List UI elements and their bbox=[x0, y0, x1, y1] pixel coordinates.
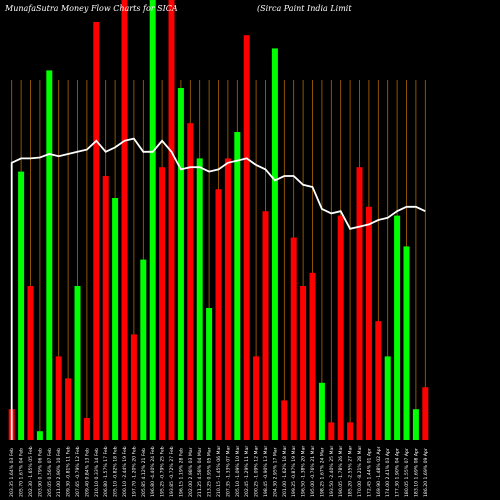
x-tick-label: 193.50 -2.40% 25 Mar bbox=[329, 446, 335, 497]
money-flow-bars bbox=[8, 0, 429, 441]
money-flow-bar bbox=[234, 132, 241, 440]
money-flow-bar bbox=[262, 211, 269, 440]
x-tick-label: 172.45 1.44% 01 Apr bbox=[366, 448, 372, 497]
x-tick-label: 195.25 -0.79% 25 Feb bbox=[160, 446, 166, 497]
x-tick-label: 210.10 0.33% 14 Feb bbox=[94, 448, 100, 497]
x-tick-label: 196.15 1.19% 28 Feb bbox=[178, 448, 184, 497]
money-flow-bar bbox=[102, 176, 109, 440]
x-tick-label: 211.00 2.90% 10 Feb bbox=[56, 448, 62, 497]
x-tick-label: 197.70 -1.20% 20 Feb bbox=[131, 446, 137, 497]
x-tick-label: 205.70 1.67% 04 Feb bbox=[19, 448, 25, 497]
money-flow-bar bbox=[36, 431, 43, 440]
money-flow-bar bbox=[74, 286, 81, 440]
x-tick-label: 204.30 2.95% 17 Mar bbox=[272, 447, 278, 497]
money-flow-bar bbox=[365, 206, 372, 440]
x-tick-label: 193.85 -0.72% 27 Feb bbox=[169, 446, 175, 497]
money-flow-bar bbox=[271, 48, 278, 441]
x-tick-label: 205.05 0.56% 07 Feb bbox=[47, 448, 53, 497]
money-flow-bar bbox=[347, 422, 354, 440]
x-tick-label: 203.35 1.64% 03 Feb bbox=[9, 448, 15, 497]
money-flow-bar bbox=[384, 356, 391, 440]
money-flow-bar bbox=[121, 0, 128, 440]
x-tick-label: 202.00 2.98% 03 Mar bbox=[188, 447, 194, 497]
x-tick-label: 185.20 -2.55% 27 Mar bbox=[348, 446, 354, 497]
money-flow-bar bbox=[215, 189, 222, 440]
x-tick-label: 183.10 1.69% 08 Apr bbox=[413, 448, 419, 497]
money-flow-bar bbox=[187, 123, 194, 440]
x-tick-label: 190.05 -1.78% 26 Mar bbox=[338, 446, 344, 497]
x-tick-label: 169.90 -1.48% 02 Apr bbox=[376, 446, 382, 497]
money-flow-bar bbox=[196, 158, 203, 440]
money-flow-bar bbox=[65, 378, 72, 440]
money-flow-bar bbox=[318, 382, 325, 440]
x-tick-label: 202.30 -1.65% 05 Feb bbox=[28, 446, 34, 497]
x-tick-label: 174.00 2.41% 03 Apr bbox=[385, 448, 391, 497]
x-tick-label: 180.05 1.55% 07 Apr bbox=[404, 448, 410, 497]
x-tick-label: 207.35 -1.33% 07 Mar bbox=[225, 446, 231, 497]
money-flow-bar bbox=[130, 334, 137, 440]
x-tick-label: 209.30 -0.81% 11 Feb bbox=[66, 446, 72, 497]
money-flow-bar bbox=[168, 0, 175, 440]
money-flow-bar bbox=[309, 272, 316, 440]
x-tick-label: 200.25 -1.09% 12 Mar bbox=[254, 446, 260, 497]
money-flow-bar bbox=[281, 400, 288, 440]
price-line bbox=[10, 137, 426, 440]
x-tick-label: 205.85 4.12% 21 Feb bbox=[141, 448, 147, 497]
money-flow-bar bbox=[206, 308, 213, 440]
money-flow-bar bbox=[18, 171, 25, 440]
chart-subtitle: (Sirca Paint India Limit bbox=[257, 4, 352, 13]
x-tick-label: 199.25 -0.87% 19 Mar bbox=[291, 446, 297, 497]
x-tick-label: 186.20 1.69% 09 Apr bbox=[423, 448, 429, 497]
x-tick-label: 211.25 4.58% 04 Mar bbox=[197, 447, 203, 497]
money-flow-bar bbox=[356, 167, 363, 440]
money-flow-bar bbox=[46, 70, 53, 441]
money-flow-bar bbox=[243, 35, 250, 440]
money-flow-bar bbox=[328, 422, 335, 440]
x-tick-label: 206.80 -1.57% 17 Feb bbox=[103, 446, 109, 497]
x-tick-label: 196.50 -1.38% 20 Mar bbox=[301, 446, 307, 497]
x-tick-label: 177.30 1.90% 04 Apr bbox=[395, 448, 401, 497]
x-tick-label: 200.10 -2.44% 19 Feb bbox=[122, 446, 128, 497]
money-flow-bar bbox=[403, 246, 410, 440]
chart-title: MunafaSutra Money Flow Charts for SICA bbox=[4, 4, 178, 13]
money-flow-bar bbox=[412, 409, 419, 440]
x-tick-label: 170.00 -8.21% 28 Mar bbox=[357, 446, 363, 497]
money-flow-bar bbox=[422, 387, 429, 440]
x-tick-label: 210.15 -1.45% 06 Mar bbox=[216, 446, 222, 497]
money-flow-bar bbox=[290, 237, 297, 440]
x-tick-label: 195.00 -0.76% 21 Mar bbox=[310, 446, 316, 497]
x-tick-label: 205.10 -1.09% 10 Mar bbox=[235, 446, 241, 497]
x-tick-label: 198.45 -0.90% 13 Mar bbox=[263, 446, 269, 497]
money-flow-bar bbox=[253, 356, 260, 440]
money-flow-bar bbox=[177, 88, 184, 440]
money-flow-bar bbox=[159, 167, 166, 440]
x-tick-label: 207.65 -0.79% 12 Feb bbox=[75, 446, 81, 497]
x-axis-tick-labels: 203.35 1.64% 03 Feb 205.70 1.67% 04 Feb 20… bbox=[9, 446, 429, 497]
x-tick-label: 198.25 1.67% 24 Mar bbox=[319, 447, 325, 497]
x-tick-label: 196.80 -4.40% 24 Feb bbox=[150, 446, 156, 497]
money-flow-bar bbox=[112, 198, 119, 440]
money-flow-bar bbox=[394, 215, 401, 440]
money-flow-bar bbox=[149, 0, 156, 440]
money-flow-bar bbox=[300, 286, 307, 440]
money-flow-bar bbox=[224, 158, 231, 440]
money-flow-bar bbox=[140, 259, 147, 440]
money-flow-bar bbox=[93, 22, 100, 440]
x-tick-label: 209.40 0.84% 13 Feb bbox=[84, 448, 90, 497]
money-flow-bar bbox=[375, 321, 382, 440]
x-tick-label: 213.25 0.95% 05 Mar bbox=[207, 447, 213, 497]
x-tick-label: 203.90 0.79% 06 Feb bbox=[37, 448, 43, 497]
money-flow-bar bbox=[55, 356, 62, 440]
money-flow-bar bbox=[83, 418, 90, 440]
money-flow-bar bbox=[27, 286, 34, 440]
x-tick-label: 202.45 -1.29% 11 Mar bbox=[244, 446, 250, 497]
money-flow-bar bbox=[337, 215, 344, 440]
x-tick-label: 205.10 -0.82% 18 Feb bbox=[113, 446, 119, 497]
x-tick-label: 201.00 -1.62% 18 Mar bbox=[282, 446, 288, 497]
